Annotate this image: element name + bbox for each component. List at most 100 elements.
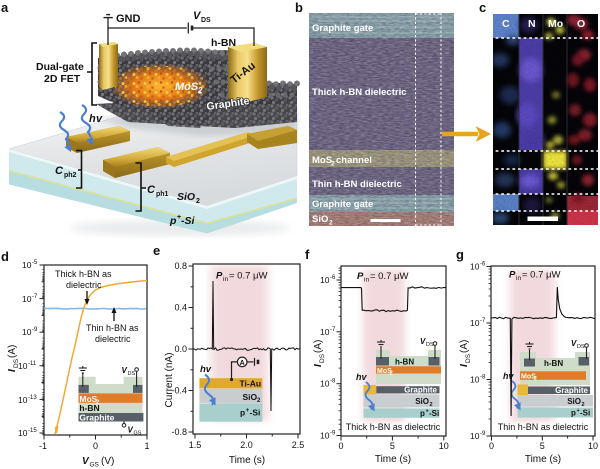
svg-text:Thin h-BN as: Thin h-BN as	[86, 323, 139, 333]
svg-text:1.5: 1.5	[189, 440, 202, 450]
svg-text:10: 10	[439, 441, 449, 451]
svg-text:I: I	[313, 364, 324, 367]
svg-text:Thick h-BN dielectric: Thick h-BN dielectric	[312, 87, 407, 98]
svg-text:0.8: 0.8	[174, 261, 187, 271]
svg-text:-Si: -Si	[429, 409, 439, 418]
svg-text:Graphite: Graphite	[555, 386, 588, 395]
svg-text:GS: GS	[90, 462, 100, 469]
svg-text:g: g	[456, 247, 464, 262]
svg-text:2: 2	[582, 402, 585, 408]
svg-text:I: I	[7, 369, 18, 372]
svg-text:A: A	[240, 360, 245, 367]
svg-text:-15: -15	[28, 428, 37, 434]
svg-text:h-BN: h-BN	[544, 359, 563, 368]
svg-text:-1: -1	[39, 441, 47, 451]
svg-text:2.0: 2.0	[240, 440, 253, 450]
svg-text:(A): (A)	[7, 345, 18, 358]
svg-text:C: C	[502, 18, 510, 30]
svg-text:Thin h-BN as dielectric: Thin h-BN as dielectric	[498, 422, 589, 432]
svg-text:-9: -9	[330, 431, 336, 437]
svg-text:MoS: MoS	[521, 373, 536, 380]
svg-text:2: 2	[96, 400, 100, 406]
svg-text:Time (s): Time (s)	[229, 455, 265, 466]
svg-text:-6: -6	[330, 275, 336, 281]
svg-text:Time (s): Time (s)	[375, 454, 411, 465]
svg-text:10: 10	[320, 379, 330, 389]
svg-text:P: P	[216, 271, 223, 282]
svg-text:-11: -11	[28, 361, 37, 367]
svg-text:2D FET: 2D FET	[44, 73, 81, 85]
svg-text:e: e	[153, 243, 160, 258]
svg-text:MoS: MoS	[79, 394, 97, 404]
svg-text:a: a	[1, 0, 9, 15]
svg-text:C: C	[147, 184, 156, 196]
svg-text:+: +	[426, 409, 429, 415]
svg-text:10: 10	[320, 275, 330, 285]
svg-text:Thick h-BN as: Thick h-BN as	[55, 269, 112, 279]
svg-text:2.5: 2.5	[292, 440, 305, 450]
svg-text:P: P	[357, 271, 364, 282]
svg-text:V: V	[571, 339, 577, 348]
svg-text:0.0: 0.0	[174, 344, 187, 354]
svg-text:Thin h-BN dielectric: Thin h-BN dielectric	[312, 179, 402, 190]
svg-text:hv: hv	[356, 372, 367, 382]
svg-text:10: 10	[470, 318, 480, 328]
svg-text:-Si: -Si	[181, 215, 196, 227]
svg-text:-9: -9	[32, 327, 38, 333]
svg-text:10: 10	[320, 327, 330, 337]
svg-text:0: 0	[489, 441, 494, 451]
svg-text:2: 2	[390, 371, 393, 377]
svg-text:-Si: -Si	[250, 408, 261, 418]
svg-text:-9: -9	[480, 431, 486, 437]
svg-text:-7: -7	[330, 327, 336, 333]
svg-text:-7: -7	[480, 318, 486, 324]
svg-text:+: +	[177, 214, 181, 221]
svg-text:-8: -8	[330, 379, 336, 385]
svg-text:2: 2	[329, 220, 333, 227]
svg-text:DS: DS	[319, 353, 326, 363]
svg-text:Current (nA): Current (nA)	[164, 352, 175, 407]
svg-text:10: 10	[18, 428, 28, 438]
svg-text:1: 1	[145, 441, 150, 451]
svg-text:2: 2	[197, 86, 203, 95]
svg-text:0.4: 0.4	[174, 303, 187, 313]
svg-text:DS: DS	[465, 353, 472, 363]
svg-text:DS: DS	[128, 371, 136, 377]
svg-text:channel: channel	[336, 155, 372, 166]
svg-text:Graphite: Graphite	[404, 386, 437, 395]
svg-text:d: d	[1, 249, 9, 264]
svg-text:ph1: ph1	[156, 191, 169, 198]
svg-text:h-BN: h-BN	[79, 403, 99, 413]
svg-text:C: C	[55, 165, 64, 177]
svg-text:p: p	[240, 408, 245, 418]
svg-text:Thick h-BN as dielectric: Thick h-BN as dielectric	[346, 422, 441, 432]
svg-text:SiO: SiO	[415, 397, 429, 406]
svg-text:v: v	[96, 113, 103, 125]
svg-text:O: O	[577, 18, 585, 30]
svg-text:0: 0	[338, 441, 343, 451]
svg-text:DS: DS	[13, 358, 20, 368]
svg-text:DS: DS	[201, 17, 211, 24]
svg-text:Mo: Mo	[548, 18, 563, 30]
svg-text:10: 10	[22, 260, 32, 270]
svg-text:p: p	[420, 409, 425, 418]
svg-text:(A): (A)	[459, 340, 470, 353]
svg-text:Graphite gate: Graphite gate	[312, 23, 373, 34]
svg-text:2: 2	[257, 398, 261, 404]
svg-text:10: 10	[470, 375, 480, 385]
svg-text:-5: -5	[32, 260, 38, 266]
svg-text:in: in	[223, 276, 228, 283]
svg-text:SiO: SiO	[243, 392, 258, 402]
svg-text:b: b	[295, 0, 303, 15]
svg-text:-0.8: -0.8	[171, 427, 187, 437]
svg-text:+: +	[577, 408, 580, 414]
svg-text:2: 2	[331, 161, 335, 168]
svg-text:MoS: MoS	[312, 155, 332, 166]
svg-text:2: 2	[534, 376, 537, 382]
svg-text:Time (s): Time (s)	[525, 454, 561, 465]
svg-text:10: 10	[470, 262, 480, 272]
svg-text:10: 10	[22, 327, 32, 337]
svg-text:in: in	[364, 277, 369, 284]
svg-text:V: V	[128, 426, 134, 435]
svg-text:p: p	[571, 409, 576, 418]
